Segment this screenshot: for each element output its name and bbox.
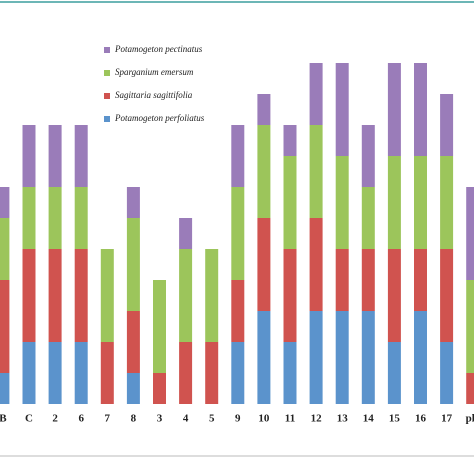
bar-segment bbox=[335, 311, 349, 404]
bar-segment bbox=[466, 373, 474, 404]
bar-segment bbox=[22, 249, 36, 342]
bar-segment bbox=[126, 187, 140, 218]
bar-segment bbox=[22, 125, 36, 187]
bar-segment bbox=[0, 218, 10, 280]
legend-label: Potamogeton perfoliatus bbox=[114, 113, 205, 123]
x-tick-label: 7 bbox=[105, 413, 111, 425]
bar-segment bbox=[466, 187, 474, 280]
x-tick-label: 8 bbox=[131, 413, 137, 425]
legend-swatch bbox=[104, 70, 110, 76]
bar-segment bbox=[335, 249, 349, 311]
x-tick-label: 6 bbox=[78, 413, 84, 425]
x-tick-label: 17 bbox=[441, 413, 453, 425]
bar-segment bbox=[283, 342, 297, 404]
x-tick-label: 9 bbox=[235, 413, 241, 425]
bar-segment bbox=[22, 187, 36, 249]
bar-segment bbox=[205, 249, 219, 342]
bar-segment bbox=[48, 342, 62, 404]
bar-segment bbox=[387, 249, 401, 342]
bar-segment bbox=[414, 156, 427, 249]
x-tick-label: ple bbox=[466, 413, 474, 425]
x-tick-label: 10 bbox=[258, 413, 270, 425]
bar-segment bbox=[126, 218, 140, 311]
bar-segment bbox=[283, 249, 297, 342]
bar-segment bbox=[387, 156, 401, 249]
bar-segment bbox=[74, 249, 88, 342]
bar-segment bbox=[257, 218, 271, 311]
bar-segment bbox=[387, 63, 401, 156]
x-tick-label: 15 bbox=[389, 413, 401, 425]
bar-segment bbox=[283, 156, 297, 249]
bar-segment bbox=[309, 311, 323, 404]
bar-segment bbox=[361, 311, 375, 404]
bar-segment bbox=[414, 311, 427, 404]
bar-segment bbox=[205, 342, 219, 404]
bar-segment bbox=[100, 249, 114, 342]
legend-label: Sagittaria sagittifolia bbox=[115, 90, 193, 100]
bar-segment bbox=[440, 249, 454, 342]
bar-segment bbox=[126, 311, 140, 373]
x-tick-label: 12 bbox=[311, 413, 323, 425]
bar-segment bbox=[309, 125, 323, 218]
x-tick-label: C bbox=[25, 413, 33, 425]
bar-segment bbox=[22, 342, 36, 404]
bar-segment bbox=[309, 63, 323, 125]
x-tick-label: 2 bbox=[52, 413, 58, 425]
bar-segment bbox=[466, 280, 474, 373]
bar-segment bbox=[74, 125, 88, 187]
legend-label: Potamogeton pectinatus bbox=[114, 44, 203, 54]
bar-segment bbox=[74, 187, 88, 249]
legend-swatch bbox=[104, 93, 110, 99]
x-tick-label: 11 bbox=[285, 413, 295, 425]
bar-segment bbox=[257, 311, 271, 404]
bar-segment bbox=[361, 249, 375, 311]
bar-segment bbox=[440, 342, 454, 404]
legend-swatch bbox=[104, 116, 110, 122]
bar-segment bbox=[0, 373, 10, 404]
bar-segment bbox=[231, 125, 245, 187]
bar-segment bbox=[361, 125, 375, 187]
bar-segment bbox=[74, 342, 88, 404]
x-tick-label: 13 bbox=[337, 413, 349, 425]
bar-segment bbox=[440, 156, 454, 249]
bar-segment bbox=[257, 125, 271, 218]
bar-segment bbox=[0, 187, 10, 218]
x-tick-label: 4 bbox=[183, 413, 189, 425]
x-tick-label: 5 bbox=[209, 413, 215, 425]
bar-segment bbox=[100, 342, 114, 404]
x-tick-label: 3 bbox=[157, 413, 163, 425]
bar-segment bbox=[335, 156, 349, 249]
x-tick-label: B bbox=[0, 413, 7, 425]
bar-segment bbox=[414, 63, 427, 156]
bar-segment bbox=[361, 187, 375, 249]
bar-segment bbox=[48, 187, 62, 249]
bar-segment bbox=[48, 249, 62, 342]
bar-segment bbox=[335, 63, 349, 156]
legend-swatch bbox=[104, 47, 110, 53]
bar-segment bbox=[231, 187, 245, 280]
bar-segment bbox=[231, 342, 245, 404]
bar-segment bbox=[179, 249, 193, 342]
x-tick-label: 16 bbox=[415, 413, 427, 425]
bar-segment bbox=[283, 125, 297, 156]
bar-segment bbox=[179, 342, 193, 404]
bar-segment bbox=[257, 94, 271, 125]
bar-segment bbox=[414, 249, 427, 311]
bar-segment bbox=[387, 342, 401, 404]
bar-segment bbox=[0, 280, 10, 373]
bar-segment bbox=[126, 373, 140, 404]
bar-segment bbox=[309, 218, 323, 311]
bar-segment bbox=[48, 125, 62, 187]
bar-segment bbox=[231, 280, 245, 342]
bar-segment bbox=[153, 373, 166, 404]
bar-segment bbox=[179, 218, 193, 249]
legend-label: Sparganium emersum bbox=[115, 67, 194, 77]
bar-segment bbox=[153, 280, 166, 373]
bar-segment bbox=[440, 94, 454, 156]
x-tick-label: 14 bbox=[363, 413, 375, 425]
